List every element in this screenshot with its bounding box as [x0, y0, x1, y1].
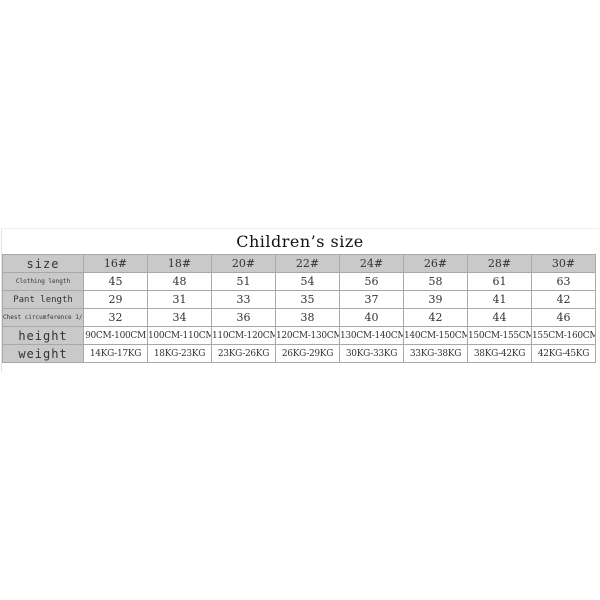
table-cell: 120CM-130CM	[275, 326, 340, 345]
table-row: weight 14KG-17KG 18KG-23KG 23KG-26KG 26KG-29…	[2, 344, 596, 363]
table-cell: 34	[147, 308, 212, 327]
table-cell: 90CM-100CM	[83, 326, 148, 345]
table-cell: 130CM-140CM	[339, 326, 404, 345]
size-header: 20#	[211, 254, 276, 273]
table-cell: 44	[467, 308, 532, 327]
table-cell: 41	[467, 290, 532, 309]
table-cell: 56	[339, 272, 404, 291]
size-chart-title: Children’s size	[236, 232, 364, 251]
table-cell: 37	[339, 290, 404, 309]
table-cell: 38	[275, 308, 340, 327]
size-header: 24#	[339, 254, 404, 273]
table-cell: 61	[467, 272, 532, 291]
size-header: 28#	[467, 254, 532, 273]
row-label: Pant length	[2, 290, 84, 309]
table-cell: 54	[275, 272, 340, 291]
table-cell: 150CM-155CM	[467, 326, 532, 345]
table-cell: 36	[211, 308, 276, 327]
table-cell: 58	[403, 272, 468, 291]
table-cell: 155CM-160CM	[531, 326, 596, 345]
size-header: 30#	[531, 254, 596, 273]
table-cell: 31	[147, 290, 212, 309]
size-header: 18#	[147, 254, 212, 273]
table-cell: 30KG-33KG	[339, 344, 404, 363]
table-cell: 42	[403, 308, 468, 327]
table-cell: 39	[403, 290, 468, 309]
table-cell: 48	[147, 272, 212, 291]
table-cell: 42	[531, 290, 596, 309]
row-label: Chest circumference 1/2	[2, 308, 84, 327]
size-table: size 16# 18# 20# 22# 24# 26# 28# 30# Clothing len…	[2, 254, 596, 363]
size-header: 22#	[275, 254, 340, 273]
table-cell: 29	[83, 290, 148, 309]
row-label: height	[2, 326, 84, 345]
table-cell: 46	[531, 308, 596, 327]
row-label: Clothing length	[2, 272, 84, 291]
table-row: Pant length 29 31 33 35 37 39 41 42	[2, 290, 596, 309]
table-cell: 32	[83, 308, 148, 327]
table-cell: 33	[211, 290, 276, 309]
table-cell: 26KG-29KG	[275, 344, 340, 363]
table-row: height 90CM-100CM 100CM-110CM 110CM-120CM 12…	[2, 326, 596, 345]
table-cell: 63	[531, 272, 596, 291]
row-label: size	[2, 254, 84, 273]
table-cell: 110CM-120CM	[211, 326, 276, 345]
table-cell: 23KG-26KG	[211, 344, 276, 363]
table-cell: 14KG-17KG	[83, 344, 148, 363]
table-header-row: size 16# 18# 20# 22# 24# 26# 28# 30#	[2, 254, 596, 273]
table-cell: 40	[339, 308, 404, 327]
table-row: Clothing length 45 48 51 54 56 58 61 63	[2, 272, 596, 291]
table-cell: 18KG-23KG	[147, 344, 212, 363]
table-cell: 45	[83, 272, 148, 291]
table-cell: 33KG-38KG	[403, 344, 468, 363]
size-header: 26#	[403, 254, 468, 273]
row-label: weight	[2, 344, 84, 363]
table-cell: 38KG-42KG	[467, 344, 532, 363]
table-cell: 35	[275, 290, 340, 309]
table-cell: 51	[211, 272, 276, 291]
chart-frame	[1, 228, 599, 372]
table-cell: 42KG-45KG	[531, 344, 596, 363]
table-cell: 100CM-110CM	[147, 326, 212, 345]
table-row: Chest circumference 1/2 32 34 36 38 40 42 44 46	[2, 308, 596, 327]
table-cell: 140CM-150CM	[403, 326, 468, 345]
size-header: 16#	[83, 254, 148, 273]
